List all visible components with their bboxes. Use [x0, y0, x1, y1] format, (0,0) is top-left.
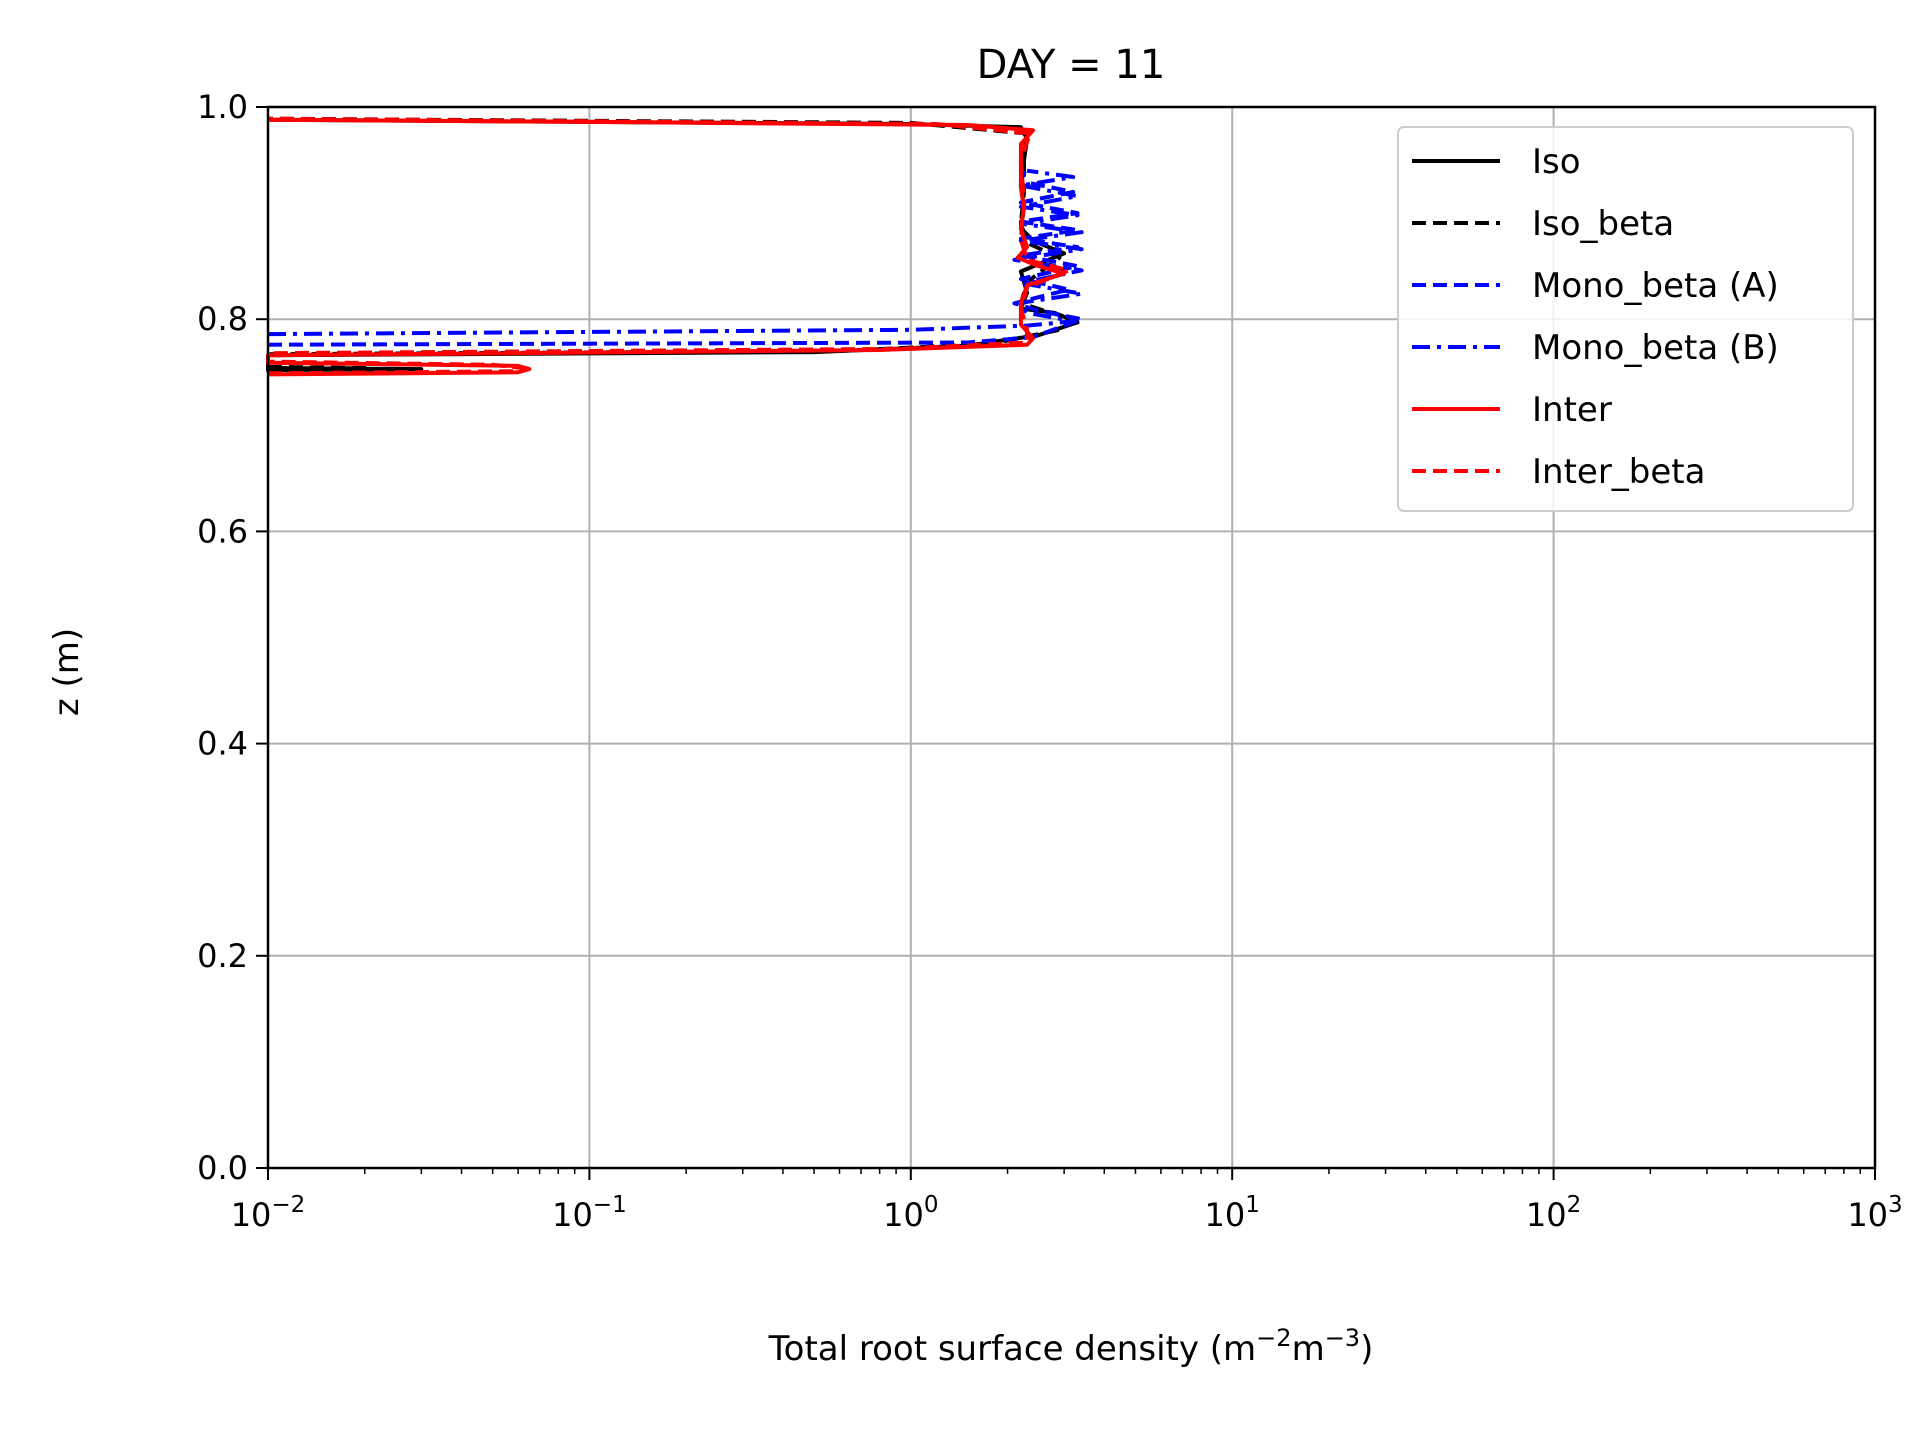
x-tick-label: 10−2: [231, 1192, 306, 1234]
y-tick-label: 1.0: [197, 88, 248, 126]
legend: Iso Iso_beta Mono_beta (A) Mono_beta (B) Int…: [1397, 126, 1854, 512]
x-tick-base: 10: [883, 1196, 924, 1234]
x-axis-label-sup1: −2: [1256, 1324, 1291, 1352]
x-tick-base: 10: [1847, 1196, 1888, 1234]
x-tick-exponent: −2: [271, 1192, 305, 1218]
series-line: [266, 117, 1067, 377]
y-tick-label: 0.4: [197, 725, 248, 763]
labels-layer: DAY = 11 z (m) Total root surface densit…: [47, 42, 1373, 1369]
x-tick-exponent: 2: [1567, 1192, 1582, 1218]
x-axis-label-sup2: −3: [1325, 1324, 1360, 1352]
y-tick-label: 0.6: [197, 512, 248, 550]
legend-label: Inter: [1532, 390, 1612, 430]
legend-label: Mono_beta (A): [1532, 266, 1779, 306]
x-tick-label: 10−1: [552, 1192, 627, 1234]
plot-frame: [266, 105, 1877, 1170]
x-tick-label: 102: [1526, 1192, 1581, 1234]
y-tick-label: 0.0: [197, 1149, 248, 1187]
series-line: [267, 168, 1084, 337]
series-line: [266, 116, 1071, 376]
x-tick-label: 101: [1205, 1192, 1260, 1234]
x-axis-label-end: ): [1360, 1329, 1373, 1369]
legend-box: [1397, 126, 1854, 512]
x-tick-exponent: −1: [593, 1192, 627, 1218]
x-tick-base: 10: [1205, 1196, 1246, 1234]
series-line: [267, 164, 1084, 347]
x-tick-exponent: 3: [1888, 1192, 1903, 1218]
x-tick-exponent: 1: [1245, 1192, 1260, 1218]
legend-label: Mono_beta (B): [1532, 328, 1779, 368]
x-tick-label: 100: [883, 1192, 938, 1234]
x-axis-label-main: Total root surface density (m: [768, 1329, 1257, 1369]
x-tick-base: 10: [552, 1196, 593, 1234]
x-tick-exponent: 0: [924, 1192, 939, 1218]
legend-label: Inter_beta: [1532, 452, 1705, 492]
y-axis-label: z (m): [47, 628, 87, 716]
chart-title: DAY = 11: [977, 42, 1166, 88]
x-tick-base: 10: [1526, 1196, 1567, 1234]
legend-label: Iso_beta: [1532, 204, 1674, 244]
series-layer: [266, 116, 1084, 377]
x-axis-label: Total root surface density (m−2m−3): [768, 1324, 1374, 1369]
y-tick-label: 0.8: [197, 300, 248, 338]
y-tick-label: 0.2: [197, 937, 248, 975]
legend-label: Iso: [1532, 142, 1581, 182]
x-tick-label: 103: [1847, 1192, 1902, 1234]
x-axis-label-mid: m: [1292, 1329, 1325, 1369]
x-tick-base: 10: [231, 1196, 272, 1234]
